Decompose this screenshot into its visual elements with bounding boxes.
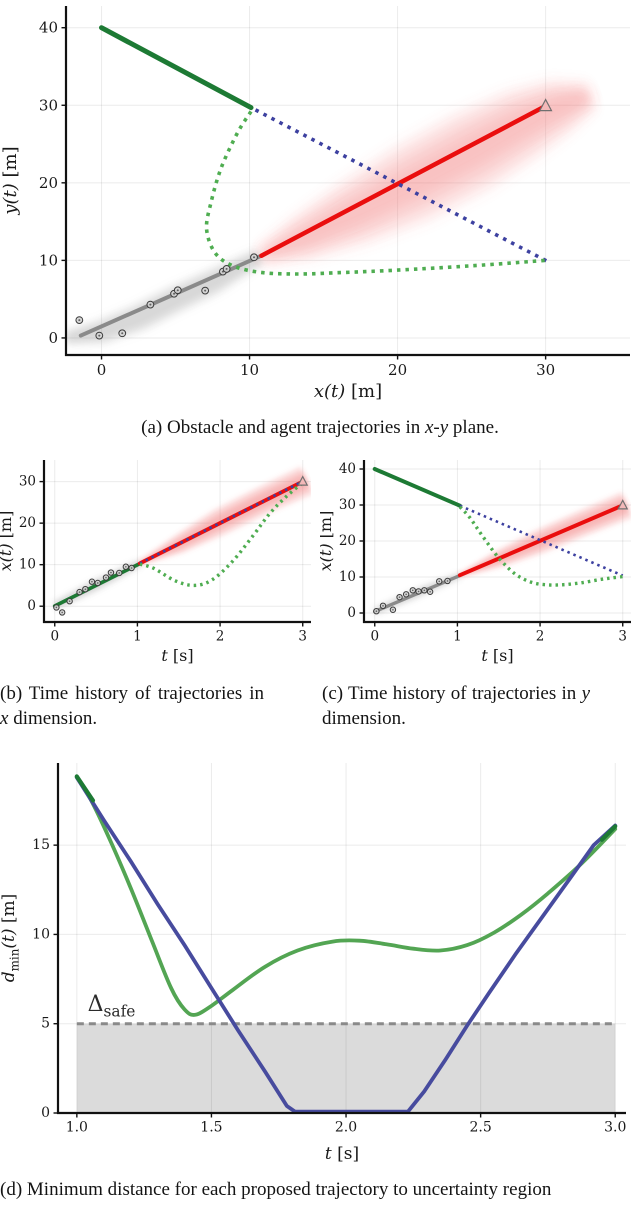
svg-text:3: 3: [618, 629, 627, 645]
observations: [75, 253, 258, 340]
svg-text:40: 40: [39, 19, 58, 37]
caption-d: (d) Minimum distance for each proposed t…: [0, 1179, 552, 1201]
end-cap: [599, 824, 618, 843]
svg-text:20: 20: [39, 174, 58, 192]
svg-text:30: 30: [339, 497, 356, 513]
obstacle-proposal-green: [139, 481, 304, 588]
observations: [373, 577, 451, 615]
svg-text:0: 0: [347, 605, 356, 621]
svg-text:0: 0: [41, 1105, 50, 1121]
captions-bc-row: (b) Time history of trajectories in x di…: [0, 681, 640, 731]
svg-text:10: 10: [39, 251, 58, 269]
x-axis-label: t [s]: [161, 646, 193, 665]
svg-text:1.5: 1.5: [200, 1120, 222, 1136]
obstacle-proposal-blue: [139, 480, 304, 565]
svg-text:30: 30: [536, 361, 555, 379]
svg-text:10: 10: [339, 569, 356, 585]
svg-text:30: 30: [19, 474, 36, 490]
delta-safe-label: Δsafe: [88, 992, 136, 1021]
figure-b: 0 1 2 3 0 10 20 30 t [s] x(t) [m]: [0, 454, 320, 669]
svg-text:0: 0: [27, 598, 36, 614]
svg-text:10: 10: [240, 361, 259, 379]
safe-distance-region: [76, 1023, 616, 1114]
y-axis-label: y(t) [m]: [0, 146, 21, 215]
svg-text:10: 10: [19, 557, 36, 573]
y-axis-label: x(t) [m]: [0, 511, 15, 572]
agent-future-uncertainty: [258, 80, 595, 264]
chart-d-min-distance: Δsafe 1.0 1.5 2.0 2.5 3.0 0 5 10 15 t [s] dmin(t) […: [0, 763, 626, 1164]
svg-text:3: 3: [298, 629, 307, 645]
start-cap: [74, 774, 96, 803]
goal-marker: [617, 499, 629, 510]
svg-text:20: 20: [388, 361, 407, 379]
svg-text:2: 2: [536, 629, 545, 645]
agent-trajectory: [457, 503, 625, 578]
caption-a: (a) Obstacle and agent trajectories in x…: [141, 417, 499, 438]
caption-b: (b) Time history of trajectories in x di…: [0, 683, 264, 730]
svg-text:5: 5: [41, 1016, 50, 1032]
figure-a: 0 10 20 30 0 10 20 30 40 x(t) [m] y(t) [m] (a) Obs…: [0, 0, 640, 440]
svg-text:40: 40: [339, 461, 356, 477]
svg-text:1: 1: [133, 629, 142, 645]
observations: [53, 563, 135, 616]
caption-c: (c) Time history of trajectories in y di…: [322, 683, 590, 730]
svg-text:0: 0: [50, 629, 59, 645]
svg-text:2.5: 2.5: [470, 1120, 492, 1136]
svg-text:10: 10: [32, 927, 50, 943]
y-axis-label: x(t) [m]: [320, 511, 335, 572]
row-subplots-bc: 0 1 2 3 0 10 20 30 t [s] x(t) [m] 0 1 2 3 0 10 20 30 40 t …: [0, 454, 640, 669]
svg-text:0: 0: [97, 361, 107, 379]
svg-text:15: 15: [32, 837, 50, 853]
x-axis-label: t [s]: [325, 1144, 359, 1164]
obstacle-history: [372, 467, 462, 508]
goal-marker: [297, 475, 309, 486]
svg-text:1: 1: [453, 629, 462, 645]
svg-text:20: 20: [339, 533, 356, 549]
svg-text:2: 2: [216, 629, 225, 645]
obstacle-proposal-blue: [254, 108, 548, 263]
figure-d: Δsafe 1.0 1.5 2.0 2.5 3.0 0 5 10 15 t [s] dmin(t) […: [0, 755, 640, 1202]
figure-c: 0 1 2 3 0 10 20 30 40 t [s] x(t) [m]: [320, 454, 640, 669]
x-axis-label: x(t) [m]: [314, 381, 382, 402]
agent-trajectory: [259, 103, 548, 258]
svg-text:20: 20: [19, 515, 36, 531]
chart-a-xy-plane: 0 10 20 30 0 10 20 30 40 x(t) [m] y(t) [m]: [0, 6, 630, 402]
svg-text:0: 0: [370, 629, 379, 645]
svg-text:0: 0: [48, 329, 58, 347]
min-distance-green: [74, 775, 618, 1018]
svg-text:3.0: 3.0: [604, 1120, 626, 1136]
obstacle-proposal-green: [458, 505, 623, 587]
y-axis-label: dmin(t) [m]: [0, 894, 21, 983]
svg-text:2.0: 2.0: [335, 1120, 357, 1136]
min-distance-blue: [74, 775, 618, 1114]
svg-text:30: 30: [39, 96, 58, 114]
svg-text:1.0: 1.0: [66, 1120, 88, 1136]
goal-marker: [538, 98, 553, 112]
x-axis-label: t [s]: [481, 646, 513, 665]
obstacle-history: [99, 25, 254, 111]
